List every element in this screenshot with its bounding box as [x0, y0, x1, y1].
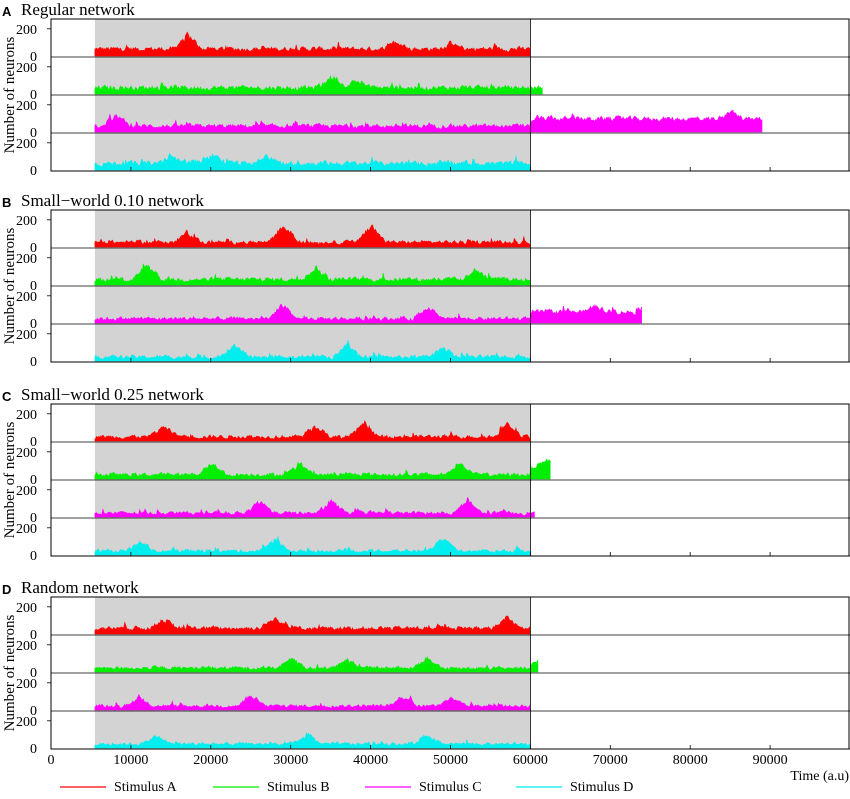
legend-label: Stimulus D [570, 780, 633, 795]
trace-stimulus-a [94, 615, 531, 635]
x-tick-label: 0 [48, 753, 55, 768]
y-tick-label: 200 [16, 601, 37, 616]
y-tick-label: 200 [16, 137, 37, 152]
y-tick-label: 200 [16, 715, 37, 730]
trace-stimulus-d [94, 339, 531, 362]
y-tick-label: 200 [16, 61, 37, 76]
legend-label: Stimulus B [267, 780, 330, 795]
panel-title: Small−world 0.10 network [21, 191, 204, 210]
y-tick-label: 200 [16, 446, 37, 461]
y-tick-label: 0 [30, 435, 37, 450]
y-tick-label: 200 [16, 99, 37, 114]
y-tick-label: 0 [30, 279, 37, 294]
y-tick-label: 0 [30, 126, 37, 141]
x-tick-label: 60000 [513, 753, 548, 768]
x-tick-label: 90000 [753, 753, 788, 768]
y-tick-label: 0 [30, 355, 37, 370]
trace-stimulus-a [94, 420, 531, 442]
trace-stimulus-b [94, 458, 551, 480]
trace-stimulus-d [94, 536, 531, 556]
y-tick-label: 200 [16, 23, 37, 38]
y-tick-label: 200 [16, 408, 37, 423]
y-tick-label: 0 [30, 50, 37, 65]
trace-stimulus-d [94, 732, 531, 749]
y-tick-label: 200 [16, 639, 37, 654]
trace-stimulus-c [94, 693, 531, 711]
y-tick-label: 200 [16, 677, 37, 692]
trace-stimulus-b [94, 75, 543, 95]
y-tick-label: 200 [16, 290, 37, 305]
y-tick-label: 0 [30, 704, 37, 719]
trace-stimulus-b [94, 263, 531, 286]
y-tick-label: 0 [30, 628, 37, 643]
y-tick-label: 200 [16, 484, 37, 499]
x-tick-label: 30000 [273, 753, 308, 768]
y-axis-label: Number of neurons [2, 228, 18, 345]
y-axis-label: Number of neurons [2, 422, 18, 539]
legend-label: Stimulus C [419, 780, 482, 795]
panel-frame [50, 18, 850, 172]
y-tick-label: 200 [16, 252, 37, 267]
trace-stimulus-c [94, 303, 642, 324]
legend-label: Stimulus A [114, 780, 178, 795]
panel-frame [50, 403, 850, 557]
panel-title: Random network [21, 578, 139, 597]
panel-title: Regular network [21, 0, 135, 19]
panel-letter: C [2, 389, 12, 404]
y-tick-label: 0 [30, 473, 37, 488]
y-axis-label: Number of neurons [2, 615, 18, 732]
panel-frame [50, 209, 850, 363]
x-tick-label: 50000 [433, 753, 468, 768]
x-axis-label: Time (a.u) [790, 769, 849, 784]
trace-stimulus-c [94, 496, 535, 518]
x-tick-label: 10000 [113, 753, 148, 768]
y-axis-label: Number of neurons [2, 37, 18, 154]
panel-letter: B [2, 195, 11, 210]
y-tick-label: 200 [16, 328, 37, 343]
panel-frame [50, 596, 850, 750]
y-tick-label: 200 [16, 522, 37, 537]
y-tick-label: 0 [30, 666, 37, 681]
x-tick-label: 70000 [593, 753, 628, 768]
trace-stimulus-a [94, 31, 531, 57]
y-tick-label: 0 [30, 549, 37, 564]
y-tick-label: 200 [16, 214, 37, 229]
y-tick-label: 0 [30, 317, 37, 332]
y-tick-label: 0 [30, 511, 37, 526]
trace-stimulus-c [94, 109, 763, 133]
y-tick-label: 0 [30, 742, 37, 757]
y-tick-label: 0 [30, 88, 37, 103]
trace-stimulus-a [94, 224, 531, 248]
x-tick-label: 80000 [673, 753, 708, 768]
trace-stimulus-d [94, 152, 531, 171]
x-tick-label: 20000 [193, 753, 228, 768]
x-tick-label: 40000 [353, 753, 388, 768]
panel-title: Small−world 0.25 network [21, 385, 204, 404]
y-tick-label: 0 [30, 241, 37, 256]
y-tick-label: 0 [30, 164, 37, 179]
panel-letter: D [2, 582, 11, 597]
trace-stimulus-b [94, 655, 539, 673]
panel-letter: A [2, 4, 12, 19]
